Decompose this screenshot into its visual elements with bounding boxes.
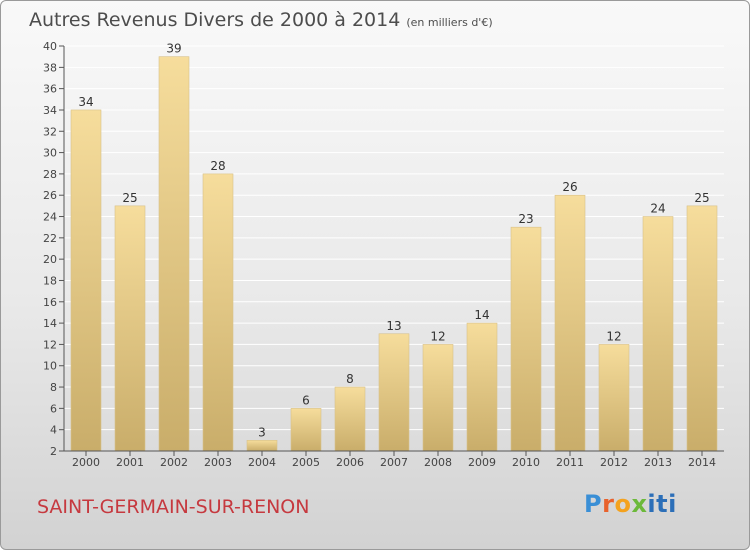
y-tick-label: 14: [43, 317, 57, 330]
x-tick-label-2005: 2005: [292, 456, 320, 469]
x-tick-label-2012: 2012: [600, 456, 628, 469]
x-tick-label-2013: 2013: [644, 456, 672, 469]
y-tick-label: 40: [43, 40, 57, 53]
data-label-2010: 23: [518, 212, 533, 226]
data-label-2003: 28: [210, 159, 225, 173]
bar-2011: [554, 194, 586, 452]
data-label-2000: 34: [78, 95, 93, 109]
data-label-2012: 12: [606, 329, 621, 343]
y-tick-label: 32: [43, 125, 57, 138]
x-tick-label-2003: 2003: [204, 456, 232, 469]
data-label-2014: 25: [694, 191, 709, 205]
y-tick-label: 26: [43, 189, 57, 202]
data-label-2001: 25: [122, 191, 137, 205]
bar-2001: [114, 205, 146, 452]
bar-2008: [422, 344, 454, 452]
data-labels: 34 25 39 28 3 6 8 13 12 14 23 26 12 24 25: [78, 42, 709, 440]
chart-title-main: Autres Revenus Divers de 2000 à 2014: [29, 9, 401, 31]
y-tick-label: 4: [50, 424, 57, 437]
x-tick-label-2002: 2002: [160, 456, 188, 469]
commune-name: SAINT-GERMAIN-SUR-RENON: [37, 496, 310, 518]
x-tick-label-2014: 2014: [688, 456, 716, 469]
x-tick-label-2008: 2008: [424, 456, 452, 469]
y-tick-label: 24: [43, 211, 57, 224]
bar-2004: [246, 440, 278, 452]
chart-title: Autres Revenus Divers de 2000 à 2014 (en …: [29, 9, 493, 31]
bar-2003: [202, 173, 234, 452]
y-tick-label: 34: [43, 104, 57, 117]
bar-2013: [642, 216, 674, 452]
bar-2006: [334, 386, 366, 452]
data-label-2007: 13: [386, 319, 401, 333]
y-tick-label: 18: [43, 274, 57, 287]
data-label-2013: 24: [650, 202, 665, 216]
bars: [70, 56, 718, 452]
y-tick-label: 22: [43, 232, 57, 245]
y-tick-label: 28: [43, 168, 57, 181]
y-tick-label: 10: [43, 360, 57, 373]
data-label-2002: 39: [166, 42, 181, 56]
bar-2010: [510, 226, 542, 452]
data-label-2008: 12: [430, 329, 445, 343]
x-tick-label-2007: 2007: [380, 456, 408, 469]
chart-title-unit: (en milliers d'€): [406, 16, 493, 29]
y-tick-label: 38: [43, 61, 57, 74]
x-tick-label-2001: 2001: [116, 456, 144, 469]
x-tick-label-2000: 2000: [72, 456, 100, 469]
data-label-2011: 26: [562, 180, 577, 194]
x-tick-label-2009: 2009: [468, 456, 496, 469]
x-tick-label-2004: 2004: [248, 456, 276, 469]
y-tick-label: 30: [43, 147, 57, 160]
x-tick-label-2006: 2006: [336, 456, 364, 469]
x-tick-label-2011: 2011: [556, 456, 584, 469]
bar-2007: [378, 333, 410, 452]
data-label-2004: 3: [258, 425, 266, 439]
bar-2012: [598, 344, 630, 452]
y-tick-label: 16: [43, 296, 57, 309]
data-label-2006: 8: [346, 372, 354, 386]
data-label-2005: 6: [302, 393, 310, 407]
bar-2000: [70, 109, 102, 452]
x-tick-label-2010: 2010: [512, 456, 540, 469]
axes: 2468101214161820222426283032343638402000…: [43, 40, 724, 469]
y-tick-label: 12: [43, 338, 57, 351]
y-tick-label: 8: [50, 381, 57, 394]
bar-2005: [290, 408, 322, 452]
bar-2014: [686, 205, 718, 452]
bar-2009: [466, 322, 498, 452]
y-tick-label: 2: [50, 445, 57, 458]
y-tick-label: 36: [43, 83, 57, 96]
data-label-2009: 14: [474, 308, 489, 322]
bar-2002: [158, 56, 190, 452]
y-tick-label: 20: [43, 253, 57, 266]
y-tick-label: 6: [50, 402, 57, 415]
proxiti-logo: Proxiti: [584, 490, 677, 518]
